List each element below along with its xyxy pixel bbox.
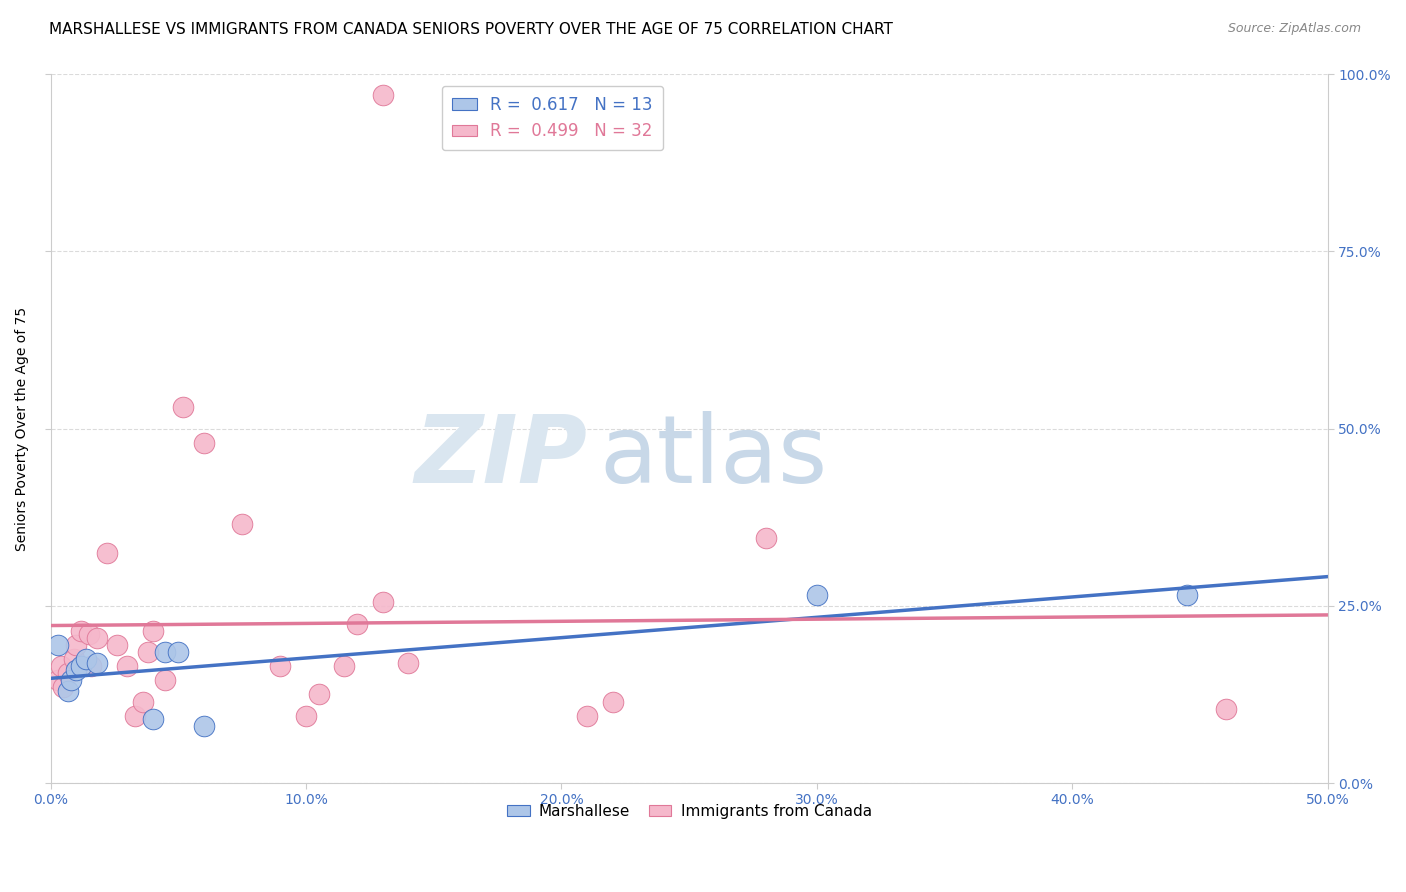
Point	[49, 659, 72, 673]
Point	[167, 645, 190, 659]
Text: atlas: atlas	[600, 411, 828, 503]
Point	[75, 652, 97, 666]
Point	[65, 638, 87, 652]
Point	[1177, 588, 1199, 602]
Point	[755, 532, 778, 546]
Point	[155, 645, 177, 659]
Point	[77, 627, 100, 641]
Point	[193, 719, 215, 733]
Point	[308, 687, 330, 701]
Point	[155, 673, 177, 688]
Point	[46, 673, 69, 688]
Point	[52, 681, 75, 695]
Point	[295, 708, 318, 723]
Point	[70, 624, 93, 638]
Point	[80, 659, 103, 673]
Point	[124, 708, 146, 723]
Point	[131, 694, 153, 708]
Text: MARSHALLESE VS IMMIGRANTS FROM CANADA SENIORS POVERTY OVER THE AGE OF 75 CORRELA: MARSHALLESE VS IMMIGRANTS FROM CANADA SE…	[49, 22, 893, 37]
Point	[142, 624, 165, 638]
Point	[602, 694, 624, 708]
Text: Source: ZipAtlas.com: Source: ZipAtlas.com	[1227, 22, 1361, 36]
Point	[96, 546, 118, 560]
Point	[136, 645, 159, 659]
Point	[371, 595, 394, 609]
Text: ZIP: ZIP	[415, 411, 588, 503]
Point	[70, 659, 93, 673]
Point	[1215, 701, 1237, 715]
Point	[58, 666, 80, 681]
Point	[65, 663, 87, 677]
Legend: Marshallese, Immigrants from Canada: Marshallese, Immigrants from Canada	[501, 797, 877, 825]
Point	[105, 638, 128, 652]
Point	[576, 708, 599, 723]
Point	[371, 88, 394, 103]
Point	[346, 616, 368, 631]
Point	[231, 517, 253, 532]
Point	[86, 656, 108, 670]
Point	[58, 684, 80, 698]
Point	[269, 659, 291, 673]
Point	[333, 659, 356, 673]
Point	[806, 588, 828, 602]
Point	[59, 673, 82, 688]
Point	[46, 638, 69, 652]
Point	[86, 631, 108, 645]
Point	[172, 401, 194, 415]
Y-axis label: Seniors Poverty Over the Age of 75: Seniors Poverty Over the Age of 75	[15, 307, 30, 550]
Point	[62, 652, 84, 666]
Point	[193, 435, 215, 450]
Point	[142, 712, 165, 726]
Point	[115, 659, 138, 673]
Point	[396, 656, 419, 670]
